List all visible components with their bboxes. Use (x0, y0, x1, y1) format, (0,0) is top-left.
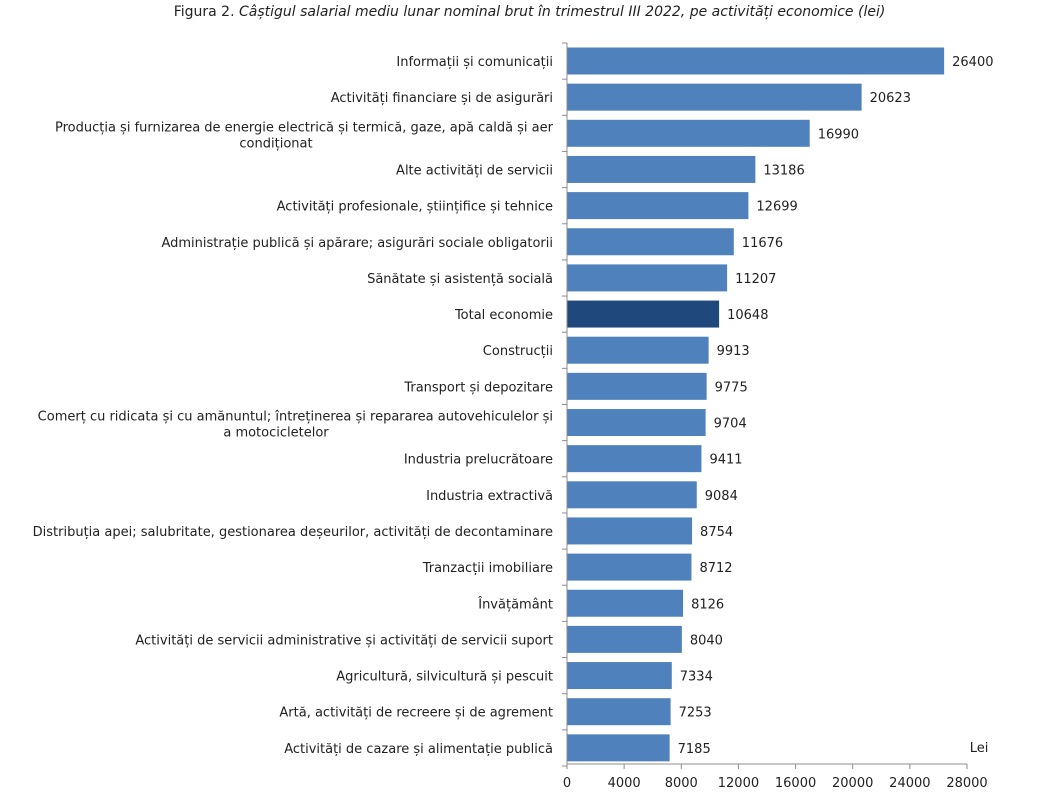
data-label: 16990 (818, 127, 859, 142)
bar (567, 372, 707, 400)
bar (567, 228, 734, 256)
data-label: 12699 (756, 200, 797, 215)
category-label: Construcții (483, 344, 553, 359)
x-tick-label: 16000 (775, 776, 816, 791)
bar (567, 698, 671, 726)
bar (567, 47, 945, 75)
x-tick-label: 12000 (718, 776, 759, 791)
category-label: Tranzacții imobiliare (422, 561, 553, 576)
data-label: 20623 (870, 91, 911, 106)
bar (567, 589, 684, 617)
data-label: 9411 (709, 453, 742, 468)
category-label: Total economie (454, 308, 553, 323)
bar (567, 409, 706, 436)
category-label: Sănătate și asistență socială (367, 272, 553, 287)
bar (567, 155, 756, 183)
data-label: 26400 (952, 55, 993, 70)
category-label-continued: a motocicletelor (223, 426, 329, 441)
figure-prefix: Figura 2. (173, 4, 235, 20)
category-label: Distribuția apei; salubritate, gestionar… (33, 525, 553, 540)
x-tick-label: 24000 (889, 776, 930, 791)
data-label: 7253 (679, 706, 712, 721)
data-label: 11207 (735, 272, 776, 287)
category-label: Alte activități de servicii (396, 163, 553, 178)
bar (567, 264, 728, 292)
data-label: 9775 (715, 380, 748, 395)
bar (567, 662, 672, 690)
data-label: 9913 (717, 344, 750, 359)
bar (567, 734, 670, 762)
category-label: Transport și depozitare (403, 380, 553, 395)
data-label: 7185 (678, 742, 711, 757)
x-tick-label: 20000 (832, 776, 873, 791)
category-label: Activități de servicii administrative și… (135, 633, 553, 648)
data-label: 8040 (690, 633, 723, 648)
data-label: 7334 (680, 670, 713, 685)
bar (567, 481, 697, 509)
bar (567, 83, 862, 111)
bar (567, 517, 693, 545)
x-tick-label: 28000 (946, 776, 987, 791)
bar (567, 625, 682, 653)
category-label: Activități financiare și de asigurări (331, 91, 553, 106)
category-label: Activități de cazare și alimentație publ… (284, 742, 553, 757)
category-label: Industria prelucrătoare (404, 453, 553, 468)
category-label: Învățământ (477, 596, 553, 612)
bar (567, 300, 720, 328)
category-label: Comerț cu ridicata și cu amănuntul; într… (38, 410, 553, 425)
chart-title: Figura 2. Câștigul salarial mediu lunar … (0, 4, 1059, 20)
bar (567, 553, 692, 581)
category-label: Producția și furnizarea de energie elect… (55, 120, 554, 135)
bar (567, 192, 749, 220)
data-label: 13186 (763, 163, 804, 178)
bar (567, 445, 702, 473)
category-label: Industria extractivă (426, 489, 553, 504)
category-label: Administrație publică și apărare; asigur… (161, 236, 553, 251)
data-label: 9704 (714, 417, 747, 432)
data-label: 9084 (705, 489, 738, 504)
category-label: Artă, activități de recreere și de agrem… (279, 706, 553, 721)
data-label: 11676 (742, 236, 783, 251)
data-label: 10648 (727, 308, 768, 323)
figure-title: Câștigul salarial mediu lunar nominal br… (238, 4, 886, 20)
category-label: Activități profesionale, științifice și … (277, 200, 553, 215)
data-label: 8712 (699, 561, 732, 576)
category-label: Informații și comunicații (396, 55, 553, 70)
category-label-continued: condiționat (239, 136, 312, 151)
x-tick-label: 4000 (608, 776, 641, 791)
category-label: Agricultură, silvicultură și pescuit (336, 670, 553, 685)
x-tick-label: 8000 (665, 776, 698, 791)
data-label: 8754 (700, 525, 733, 540)
x-axis-unit-label: Lei (970, 741, 989, 756)
bar (567, 336, 709, 364)
data-label: 8126 (691, 597, 724, 612)
bar (567, 119, 810, 147)
x-tick-label: 0 (563, 776, 571, 791)
